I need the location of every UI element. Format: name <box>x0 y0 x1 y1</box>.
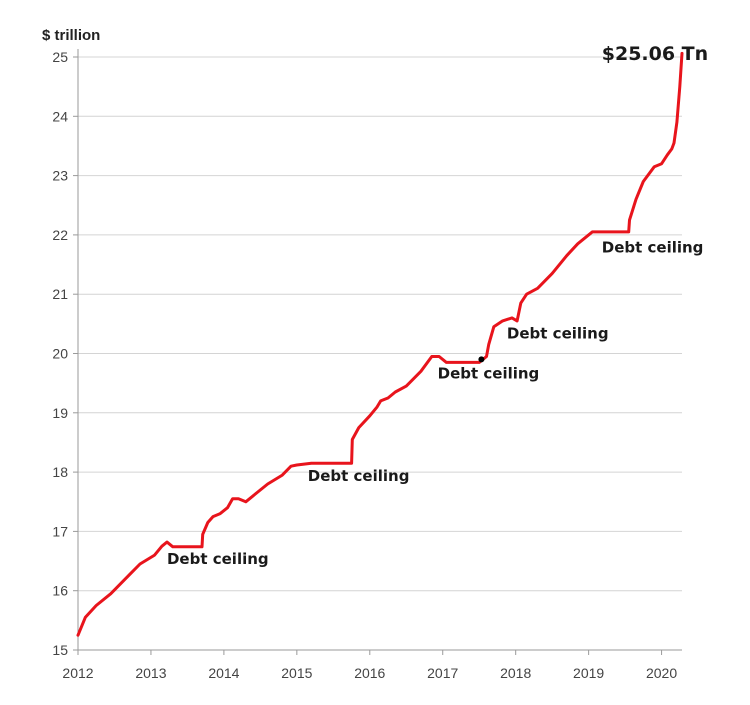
x-tick-label: 2020 <box>646 665 677 681</box>
y-tick-label: 23 <box>52 168 68 184</box>
x-tick-label: 2015 <box>281 665 312 681</box>
y-axis-ticks: 15 16 17 18 19 20 21 22 23 24 25 <box>52 49 78 658</box>
y-tick-label: 20 <box>52 346 68 362</box>
y-tick-label: 18 <box>52 464 68 480</box>
debt-ceiling-annotation: Debt ceiling <box>602 239 704 257</box>
y-tick-label: 15 <box>52 642 68 658</box>
annotations: Debt ceiling Debt ceiling Debt ceiling Debt… <box>167 239 703 568</box>
gridlines <box>78 56 682 592</box>
x-tick-label: 2018 <box>500 665 531 681</box>
debt-series-line <box>76 51 684 637</box>
debt-ceiling-annotation: Debt ceiling <box>507 325 609 343</box>
y-tick-label: 16 <box>52 583 68 599</box>
y-tick-label: 22 <box>52 227 68 243</box>
debt-ceiling-annotation: Debt ceiling <box>167 550 269 568</box>
x-tick-label: 2016 <box>354 665 385 681</box>
x-tick-label: 2012 <box>62 665 93 681</box>
y-tick-label: 25 <box>52 49 68 65</box>
x-tick-label: 2019 <box>573 665 604 681</box>
y-tick-label: 17 <box>52 523 68 539</box>
x-tick-label: 2014 <box>208 665 239 681</box>
x-tick-label: 2013 <box>135 665 166 681</box>
x-axis-ticks: 2012 2013 2014 2015 2016 2017 2018 2019 2020 <box>62 650 677 681</box>
latest-value-callout: $25.06 Tn <box>602 43 708 65</box>
y-tick-label: 21 <box>52 286 68 302</box>
data-point-marker <box>478 356 485 363</box>
y-axis-unit-label: $ trillion <box>42 27 100 44</box>
y-tick-label: 24 <box>52 108 68 124</box>
x-tick-label: 2017 <box>427 665 458 681</box>
y-tick-label: 19 <box>52 405 68 421</box>
debt-ceiling-annotation: Debt ceiling <box>308 467 410 485</box>
debt-ceiling-annotation: Debt ceiling <box>438 364 540 382</box>
